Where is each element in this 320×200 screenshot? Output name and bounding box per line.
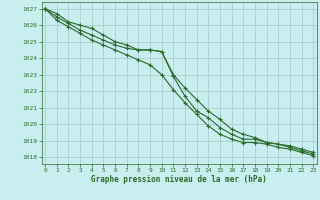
X-axis label: Graphe pression niveau de la mer (hPa): Graphe pression niveau de la mer (hPa) [91,175,267,184]
